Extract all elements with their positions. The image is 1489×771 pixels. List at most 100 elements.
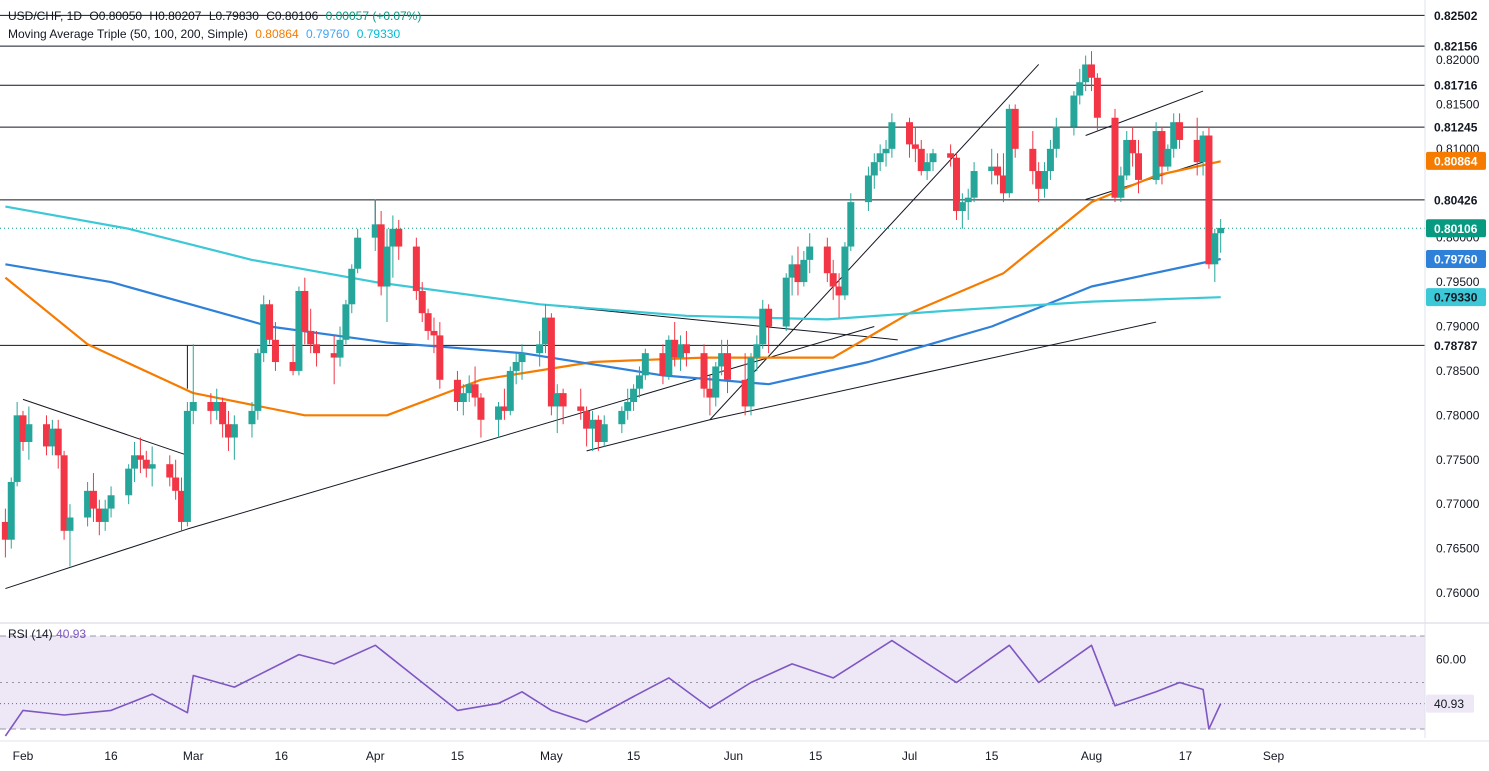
candle-body (1164, 148, 1172, 167)
candle-body (999, 175, 1007, 194)
time-tick-label: 15 (451, 749, 465, 763)
candle-body (1170, 122, 1178, 149)
candle-body (213, 402, 221, 411)
candle-body (471, 384, 479, 398)
candle-body (1152, 131, 1160, 180)
candle-body (42, 424, 50, 447)
candle-body (547, 317, 555, 407)
candle-body (677, 344, 685, 358)
price-tag-ma50-bg (1426, 151, 1486, 170)
rsi-panel (0, 622, 1489, 737)
time-tick-label: Feb (13, 749, 34, 763)
time-tick-label: 16 (275, 749, 289, 763)
ma100-value: 0.79760 (306, 27, 350, 41)
time-tick-label: Sep (1263, 749, 1285, 763)
candle-body (418, 290, 426, 314)
candle-body (583, 410, 591, 429)
candle-body (888, 122, 896, 149)
candle-body (1011, 108, 1019, 149)
rsi-tag: 40.93 (1434, 697, 1464, 711)
time-tick-label: 15 (809, 749, 823, 763)
price-tag-ma200-bg (1426, 288, 1486, 307)
candle-body (823, 246, 831, 274)
candle-body (577, 406, 585, 411)
candle-body (1199, 135, 1207, 163)
candle-body (48, 428, 56, 447)
candle-body (800, 259, 808, 283)
candle-body (882, 148, 890, 154)
candle-body (371, 224, 379, 238)
candle-body (929, 153, 937, 163)
time-tick-label: Aug (1081, 749, 1102, 763)
trendlines (5, 64, 1204, 590)
price-tick-label: 0.76000 (1436, 586, 1480, 600)
trendline (709, 321, 1157, 421)
candle-body (95, 508, 103, 522)
time-tick-label: Jul (902, 749, 917, 763)
level-tag-bg (1426, 6, 1486, 25)
candle-body (718, 353, 726, 367)
candle-body (219, 402, 227, 425)
trendline (1085, 90, 1204, 136)
candle-body (7, 481, 15, 540)
price-tick-label: 0.78500 (1436, 364, 1480, 378)
close-value: C0.80106 (266, 9, 319, 23)
candle-body (25, 424, 33, 442)
candle-body (947, 153, 955, 158)
candle-body (301, 290, 309, 331)
candle-body (436, 335, 444, 380)
candle-body (1129, 139, 1137, 154)
candle-body (506, 370, 514, 411)
candle-body (1052, 126, 1060, 149)
candle-body (542, 317, 550, 345)
candles (1, 51, 1225, 567)
indicator-legend: Moving Average Triple (50, 100, 200, Sim… (8, 27, 404, 41)
candle-body (1193, 139, 1201, 163)
rsi-band (0, 636, 1425, 729)
candle-body (19, 415, 27, 442)
candle-body (970, 171, 978, 198)
price-tag-ma100: 0.79760 (1434, 252, 1478, 266)
candle-body (1176, 122, 1184, 140)
candle-body (870, 162, 878, 176)
candle-body (1088, 64, 1096, 78)
candle-body (183, 410, 191, 522)
candle-body (142, 459, 150, 469)
candle-body (988, 166, 996, 172)
price-axis: 0.820000.815000.810000.800000.795000.790… (1424, 0, 1486, 738)
candle-body (741, 379, 749, 407)
trendline (539, 303, 898, 341)
candle-body (706, 388, 714, 398)
candle-body (765, 308, 773, 327)
price-tick-label: 0.77500 (1436, 453, 1480, 467)
time-tick-label: 16 (104, 749, 118, 763)
price-tick-label: 0.82000 (1436, 53, 1480, 67)
candle-body (307, 330, 315, 345)
candle-body (1041, 171, 1049, 189)
candle-body (148, 464, 156, 469)
low-value: L0.79830 (208, 9, 259, 23)
time-tick-label: 17 (1179, 749, 1193, 763)
candle-body (847, 202, 855, 247)
candle-body (189, 402, 197, 411)
candle-body (958, 202, 966, 212)
candle-body (512, 362, 520, 371)
price-tag-ma100-bg (1426, 249, 1486, 268)
price-tag-ma50: 0.80864 (1434, 154, 1478, 168)
candle-body (641, 353, 649, 376)
rsi-line (4, 639, 1222, 737)
candle-body (395, 228, 403, 247)
candle-body (101, 508, 109, 522)
candle-body (747, 357, 755, 407)
price-tag-last-bg (1426, 219, 1486, 238)
candle-body (782, 277, 790, 327)
level-tag: 0.82502 (1434, 9, 1478, 23)
change-value: 0.00057 (+0.07%) (325, 9, 422, 23)
candle-body (260, 304, 268, 354)
candle-body (1211, 233, 1219, 265)
candle-body (1082, 64, 1090, 83)
candle-body (624, 402, 632, 411)
candle-body (495, 406, 503, 420)
level-tag: 0.78787 (1434, 339, 1478, 353)
candle-body (559, 393, 567, 407)
